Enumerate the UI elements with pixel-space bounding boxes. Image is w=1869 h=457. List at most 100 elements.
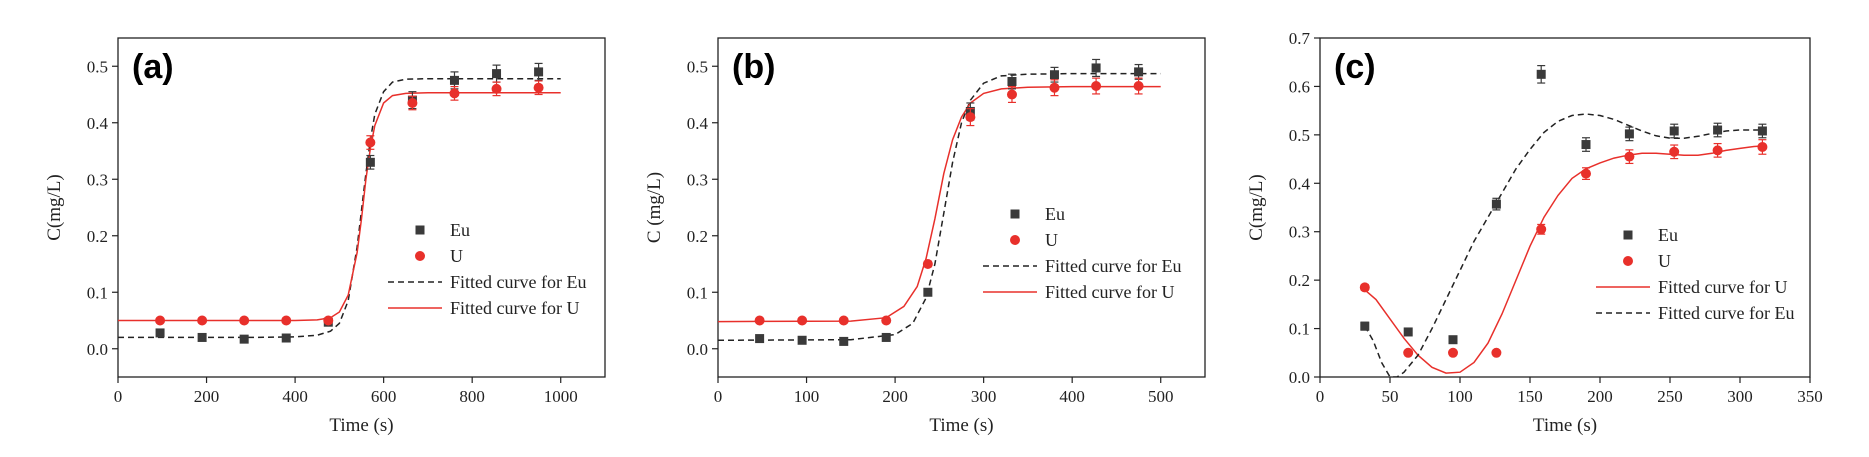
legend-label: U (450, 246, 463, 266)
x-tick-label: 0 (714, 387, 723, 406)
data-point-u (797, 315, 808, 326)
data-point-u (239, 315, 250, 326)
x-tick-label: 150 (1517, 387, 1543, 406)
x-tick-label: 0 (114, 387, 123, 406)
data-point-eu (797, 335, 807, 345)
fitted-curve-dashed (1364, 113, 1763, 377)
data-point-u (1624, 151, 1635, 162)
data-point-u (491, 83, 502, 94)
data-point-eu (1403, 327, 1413, 337)
data-point-u (1448, 347, 1458, 358)
x-tick-label: 250 (1657, 387, 1683, 406)
chart-panel-1: 0 200 400 600 800 1000 0.0 0.1 0.2 0.3 0.4 0.5 Time … (44, 37, 606, 436)
y-axis-title: C (mg/L) (644, 172, 665, 243)
chart-panel-2: 0 100 200 300 400 500 0.0 0.1 0.2 0.3 0.4 0.5 Time (… (644, 37, 1206, 436)
data-point-eu (1049, 70, 1059, 80)
data-point-eu (1757, 126, 1767, 136)
x-tick-label: 300 (1727, 387, 1753, 406)
x-tick-label: 400 (1059, 387, 1085, 406)
legend-label: Fitted curve for Eu (450, 272, 586, 292)
y-tick-label: 0.3 (1289, 223, 1310, 242)
data-point-u (407, 97, 418, 108)
fitted-curve-solid (718, 85, 1161, 323)
x-axis-title: Time (s) (929, 415, 993, 436)
data-point-eu (365, 157, 375, 167)
x-tick-label: 800 (459, 387, 485, 406)
plot-frame (717, 37, 1206, 378)
x-tick-label: 300 (971, 387, 997, 406)
data-point-eu (1536, 69, 1546, 79)
legend-marker (1623, 256, 1633, 266)
data-point-u (1091, 81, 1102, 92)
data-point-eu (1091, 63, 1101, 73)
legend-marker (1010, 235, 1020, 245)
data-point-eu (1713, 125, 1723, 135)
data-point-u (754, 315, 765, 326)
data-point-u (533, 82, 544, 93)
y-tick-label: 0.0 (687, 340, 708, 359)
y-axis-title: C(mg/L) (44, 174, 65, 241)
data-point-u (1491, 347, 1502, 358)
legend-marker (415, 225, 425, 235)
data-point-u (1359, 282, 1370, 293)
data-point-eu (1624, 129, 1634, 139)
data-point-eu (1669, 126, 1679, 136)
y-tick-label: 0.3 (687, 170, 708, 189)
fitted-curve-dashed (118, 77, 561, 339)
y-tick-label: 0.6 (1289, 77, 1310, 96)
x-tick-label: 200 (882, 387, 908, 406)
legend-label: U (1045, 230, 1058, 250)
y-tick-label: 0.0 (1289, 368, 1310, 387)
x-tick-label: 100 (794, 387, 820, 406)
panel-label: (b) (732, 48, 775, 86)
y-tick-label: 0.1 (687, 283, 708, 302)
x-tick-label: 50 (1382, 387, 1399, 406)
y-tick-label: 0.1 (1289, 320, 1310, 339)
chart-panel-3: 0 50 100 150 200 250 300 350 0.0 0.1 0.2 0.3 0.4 0.5 0… (1246, 29, 1823, 436)
data-point-eu (923, 287, 933, 297)
y-tick-label: 0.4 (1289, 174, 1311, 193)
data-point-eu (197, 332, 207, 342)
x-tick-label: 200 (1587, 387, 1613, 406)
legend-label: Fitted curve for U (1045, 282, 1174, 302)
x-tick-label: 200 (194, 387, 220, 406)
legend-label: Fitted curve for Eu (1658, 303, 1794, 323)
data-point-eu (239, 334, 249, 344)
data-point-u (197, 315, 208, 326)
data-point-u (1712, 145, 1723, 156)
data-point-u (965, 112, 976, 123)
legend-marker (415, 251, 425, 261)
data-point-eu (1134, 67, 1144, 77)
data-point-u (1006, 89, 1017, 100)
y-tick-label: 0.3 (87, 170, 108, 189)
y-tick-label: 0.1 (87, 283, 108, 302)
legend-label: Fitted curve for Eu (1045, 256, 1181, 276)
data-point-u (1403, 347, 1414, 358)
legend-label: Fitted curve for U (1658, 277, 1787, 297)
data-point-u (922, 259, 933, 269)
data-point-eu (839, 336, 849, 346)
data-point-eu (281, 333, 291, 343)
x-tick-label: 100 (1447, 387, 1473, 406)
x-tick-label: 600 (371, 387, 397, 406)
legend-label: Eu (1045, 204, 1065, 224)
data-point-eu (1007, 77, 1017, 87)
data-point-u (281, 315, 292, 326)
data-point-u (881, 315, 892, 326)
y-tick-label: 0.4 (87, 114, 109, 133)
y-tick-label: 0.7 (1289, 29, 1311, 48)
data-point-u (155, 315, 166, 326)
y-tick-label: 0.5 (1289, 126, 1310, 145)
legend-label: Eu (450, 220, 470, 240)
x-tick-label: 0 (1316, 387, 1325, 406)
y-tick-label: 0.4 (687, 114, 709, 133)
x-tick-label: 400 (282, 387, 308, 406)
data-point-u (838, 315, 849, 326)
data-point-eu (449, 75, 459, 85)
y-tick-label: 0.2 (687, 227, 708, 246)
data-point-eu (881, 332, 891, 342)
data-point-u (1669, 146, 1680, 157)
data-point-eu (155, 328, 165, 338)
panel-label: (c) (1334, 48, 1376, 86)
